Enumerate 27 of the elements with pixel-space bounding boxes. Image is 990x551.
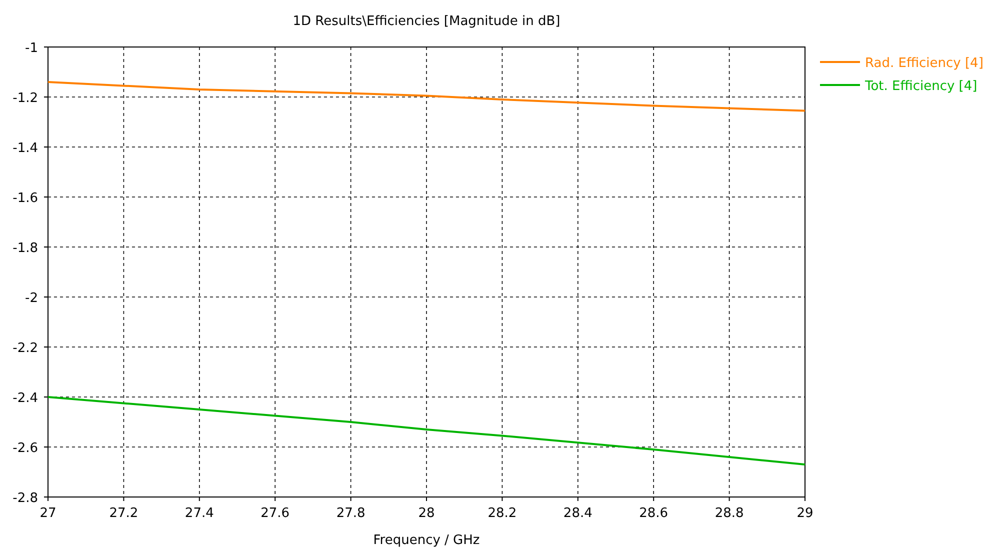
- x-tick-label: 27: [40, 506, 56, 521]
- x-tick-label: 27.4: [184, 506, 214, 521]
- x-tick-label: 27.6: [260, 506, 290, 521]
- x-tick-label: 27.8: [336, 506, 366, 521]
- y-tick-label: -1.6: [12, 191, 38, 206]
- y-tick-label: -1.2: [12, 91, 38, 106]
- y-tick-label: -1.8: [12, 241, 38, 256]
- x-tick-label: 28.2: [488, 506, 517, 521]
- x-axis-title: Frequency / GHz: [373, 533, 480, 548]
- legend-label: Rad. Efficiency [4]: [865, 56, 984, 71]
- x-tick-label: 28.6: [639, 506, 668, 521]
- x-tick-label: 29: [796, 506, 814, 521]
- legend-label: Tot. Efficiency [4]: [864, 79, 978, 94]
- y-tick-label: -2.2: [12, 341, 38, 356]
- y-tick-label: -2: [25, 291, 38, 306]
- x-tick-label: 28.4: [563, 506, 592, 521]
- line-series: [47, 396, 806, 466]
- y-tick-label: -2.8: [12, 491, 38, 506]
- y-tick-label: -1: [25, 41, 38, 56]
- x-tick-label: 28.8: [714, 506, 744, 521]
- chart-title: 1D Results\Efficiencies [Magnitude in dB]: [292, 14, 560, 29]
- line-series: [47, 81, 806, 112]
- y-tick-label: -2.6: [12, 441, 38, 456]
- y-tick-label: -1.4: [12, 141, 38, 156]
- y-tick-label: -2.4: [12, 391, 38, 406]
- x-tick-label: 28: [418, 506, 435, 521]
- x-tick-label: 27.2: [109, 506, 138, 521]
